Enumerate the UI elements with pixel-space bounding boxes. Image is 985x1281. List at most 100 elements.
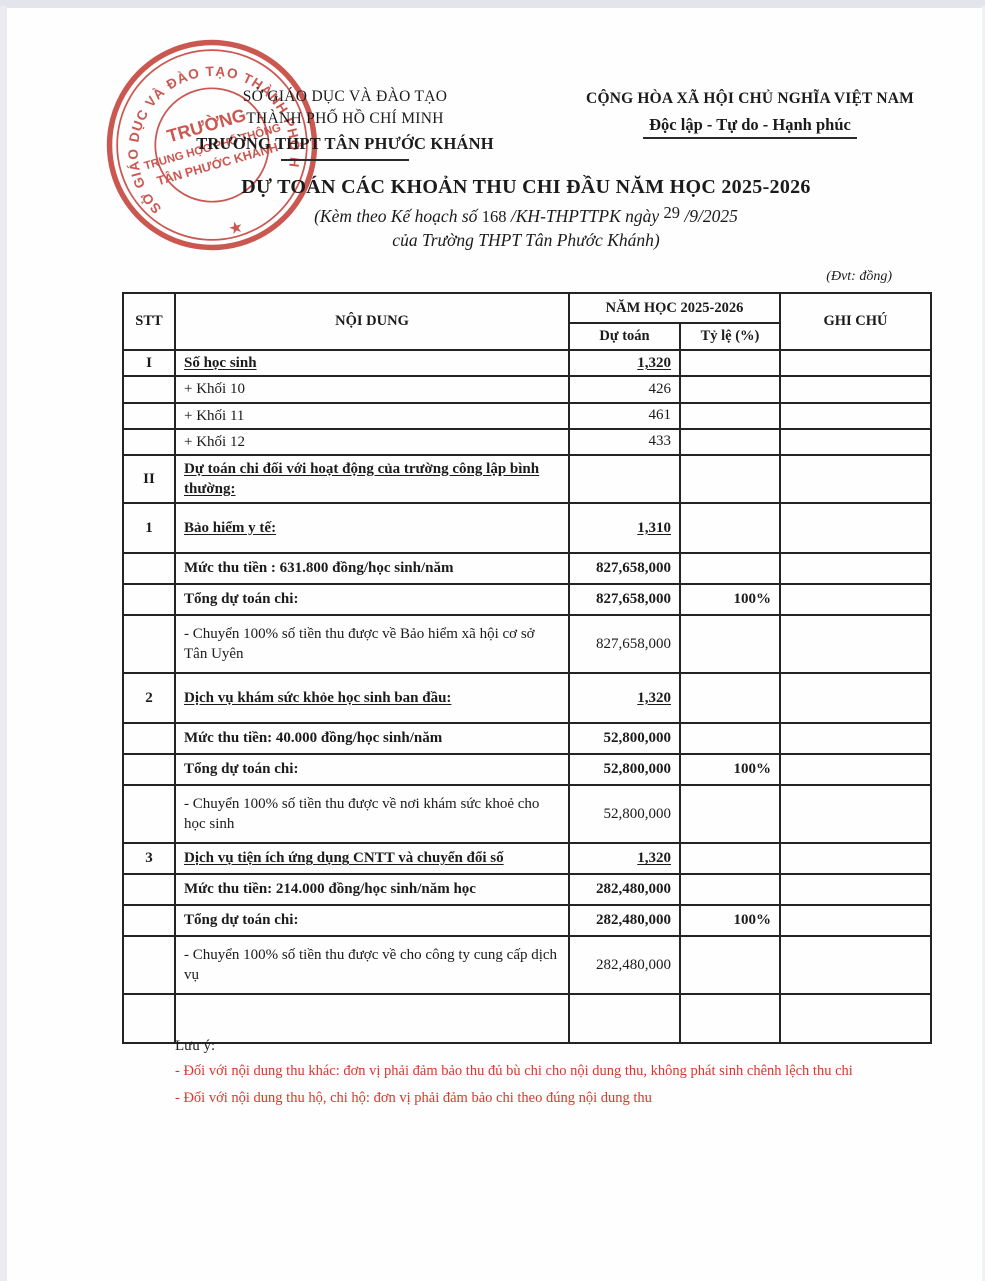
cell-ty-le bbox=[679, 348, 781, 378]
table-row bbox=[122, 993, 932, 1044]
table-row: + Khối 10 426 bbox=[122, 375, 932, 404]
notes-lead: Lưu ý: bbox=[175, 1038, 216, 1054]
cell-stt bbox=[122, 583, 176, 616]
cell-label: Dịch vụ khám sức khỏe học sinh ban đầu: bbox=[174, 672, 570, 724]
header-left-rule bbox=[281, 158, 409, 161]
cell-ty-le bbox=[679, 935, 781, 995]
table-row: Mức thu tiền : 631.800 đồng/học sinh/năm… bbox=[122, 552, 932, 585]
col-header-du-toan: Dự toán bbox=[568, 322, 681, 351]
cell-stt: I bbox=[122, 348, 176, 378]
subtitle-post: /9/2025 bbox=[680, 206, 738, 226]
cell-stt bbox=[122, 873, 176, 906]
cell-du-toan: 827,658,000 bbox=[568, 552, 681, 585]
cell-du-toan bbox=[568, 993, 681, 1044]
cell-du-toan: 52,800,000 bbox=[568, 722, 681, 755]
table-row: I Số học sinh 1,320 bbox=[122, 348, 932, 378]
col-header-noi-dung: NỘI DUNG bbox=[174, 292, 570, 351]
cell-ghi-chu bbox=[779, 583, 932, 616]
cell-ghi-chu bbox=[779, 375, 932, 404]
cell-du-toan: 1,310 bbox=[568, 502, 681, 554]
cell-du-toan: 827,658,000 bbox=[568, 583, 681, 616]
cell-ghi-chu bbox=[779, 784, 932, 844]
cell-ty-le bbox=[679, 552, 781, 585]
cell-stt bbox=[122, 993, 176, 1044]
cell-ty-le bbox=[679, 993, 781, 1044]
col-header-ty-le: Tỷ lệ (%) bbox=[679, 322, 781, 351]
table-row: Tổng dự toán chi: 52,800,000 100% bbox=[122, 753, 932, 786]
cell-label: Bảo hiểm y tế: bbox=[174, 502, 570, 554]
header-right: CỘNG HÒA XÃ HỘI CHỦ NGHĨA VIỆT NAM Độc l… bbox=[560, 90, 940, 139]
title-block: DỰ TOÁN CÁC KHOẢN THU CHI ĐẦU NĂM HỌC 20… bbox=[122, 176, 930, 251]
cell-ty-le bbox=[679, 672, 781, 724]
cell-ty-le: 100% bbox=[679, 904, 781, 937]
cell-du-toan: 282,480,000 bbox=[568, 935, 681, 995]
cell-ty-le: 100% bbox=[679, 753, 781, 786]
budget-table: STT NỘI DUNG NĂM HỌC 2025-2026 GHI CHÚ D… bbox=[122, 292, 932, 1044]
table-row: - Chuyển 100% số tiền thu được về Bảo hi… bbox=[122, 614, 932, 674]
cell-ghi-chu bbox=[779, 348, 932, 378]
cell-label: Mức thu tiền: 40.000 đồng/học sinh/năm bbox=[174, 722, 570, 755]
table-row: 3 Dịch vụ tiện ích ứng dụng CNTT và chuyể… bbox=[122, 842, 932, 875]
cell-stt: II bbox=[122, 454, 176, 504]
cell-ghi-chu bbox=[779, 993, 932, 1044]
table-row: - Chuyển 100% số tiền thu được về nơi kh… bbox=[122, 784, 932, 844]
cell-stt bbox=[122, 614, 176, 674]
cell-ty-le bbox=[679, 784, 781, 844]
table-row: + Khối 11 461 bbox=[122, 401, 932, 430]
subtitle-pre: (Kèm theo Kế hoạch số bbox=[314, 206, 482, 226]
plan-number: 168 bbox=[481, 207, 507, 226]
cell-stt bbox=[122, 722, 176, 755]
table-row: - Chuyển 100% số tiền thu được về cho cô… bbox=[122, 935, 932, 995]
footer-notes: Lưu ý: - Đối với nội dung thu khác: đơn … bbox=[175, 1038, 953, 1110]
national-motto-line1: CỘNG HÒA XÃ HỘI CHỦ NGHĨA VIỆT NAM bbox=[586, 90, 914, 107]
cell-label: Mức thu tiền: 214.000 đồng/học sinh/năm … bbox=[174, 873, 570, 906]
document-subtitle-line1: (Kèm theo Kế hoạch số 168 /KH-THPTTPK ng… bbox=[122, 203, 930, 227]
cell-du-toan bbox=[568, 454, 681, 504]
cell-ty-le bbox=[679, 842, 781, 875]
cell-du-toan: 1,320 bbox=[568, 672, 681, 724]
cell-du-toan: 1,320 bbox=[568, 842, 681, 875]
cell-du-toan: 827,658,000 bbox=[568, 614, 681, 674]
note-item-1: - Đối với nội dung thu khác: đơn vị phải… bbox=[175, 1063, 853, 1079]
cell-stt bbox=[122, 784, 176, 844]
col-header-ghi-chu: GHI CHÚ bbox=[779, 292, 932, 351]
cell-ty-le bbox=[679, 401, 781, 430]
cell-ghi-chu bbox=[779, 552, 932, 585]
unit-note-text: (Đvt: đồng) bbox=[826, 269, 892, 284]
cell-label: Tổng dự toán chi: bbox=[174, 904, 570, 937]
table-body: I Số học sinh 1,320 + Khối 10 426 + Khối 11 46… bbox=[122, 348, 932, 1044]
cell-label: Số học sinh bbox=[174, 348, 570, 378]
cell-ghi-chu bbox=[779, 722, 932, 755]
cell-label: - Chuyển 100% số tiền thu được về Bảo hi… bbox=[174, 614, 570, 674]
table-row: 1 Bảo hiểm y tế: 1,310 bbox=[122, 502, 932, 554]
table-row: Tổng dự toán chi: 827,658,000 100% bbox=[122, 583, 932, 616]
header-left: SỞ GIÁO DỤC VÀ ĐÀO TẠO THÀNH PHỐ HỒ CHÍ … bbox=[150, 86, 540, 161]
table-row: + Khối 12 433 bbox=[122, 427, 932, 457]
cell-du-toan: 52,800,000 bbox=[568, 784, 681, 844]
cell-ty-le bbox=[679, 873, 781, 906]
cell-du-toan: 282,480,000 bbox=[568, 904, 681, 937]
cell-du-toan: 1,320 bbox=[568, 348, 681, 378]
cell-stt bbox=[122, 375, 176, 404]
cell-ghi-chu bbox=[779, 935, 932, 995]
cell-label: + Khối 11 bbox=[174, 401, 570, 430]
cell-label: Mức thu tiền : 631.800 đồng/học sinh/năm bbox=[174, 552, 570, 585]
note-item-2: - Đối với nội dung thu hộ, chi hộ: đơn v… bbox=[175, 1090, 652, 1107]
cell-du-toan: 433 bbox=[568, 427, 681, 457]
scan-edge-top bbox=[0, 0, 985, 8]
cell-ghi-chu bbox=[779, 904, 932, 937]
cell-ty-le bbox=[679, 375, 781, 404]
cell-stt: 1 bbox=[122, 502, 176, 554]
cell-stt bbox=[122, 552, 176, 585]
cell-ghi-chu bbox=[779, 842, 932, 875]
cell-stt: 2 bbox=[122, 672, 176, 724]
table-row: II Dự toán chi đối với hoạt động của trườ… bbox=[122, 454, 932, 504]
cell-stt bbox=[122, 753, 176, 786]
cell-label: Tổng dự toán chi: bbox=[174, 583, 570, 616]
cell-ty-le bbox=[679, 614, 781, 674]
national-motto-line2: Độc lập - Tự do - Hạnh phúc bbox=[643, 115, 857, 139]
city-line: THÀNH PHỐ HỒ CHÍ MINH bbox=[246, 110, 444, 128]
cell-ghi-chu bbox=[779, 873, 932, 906]
scan-edge-left bbox=[0, 6, 7, 1281]
